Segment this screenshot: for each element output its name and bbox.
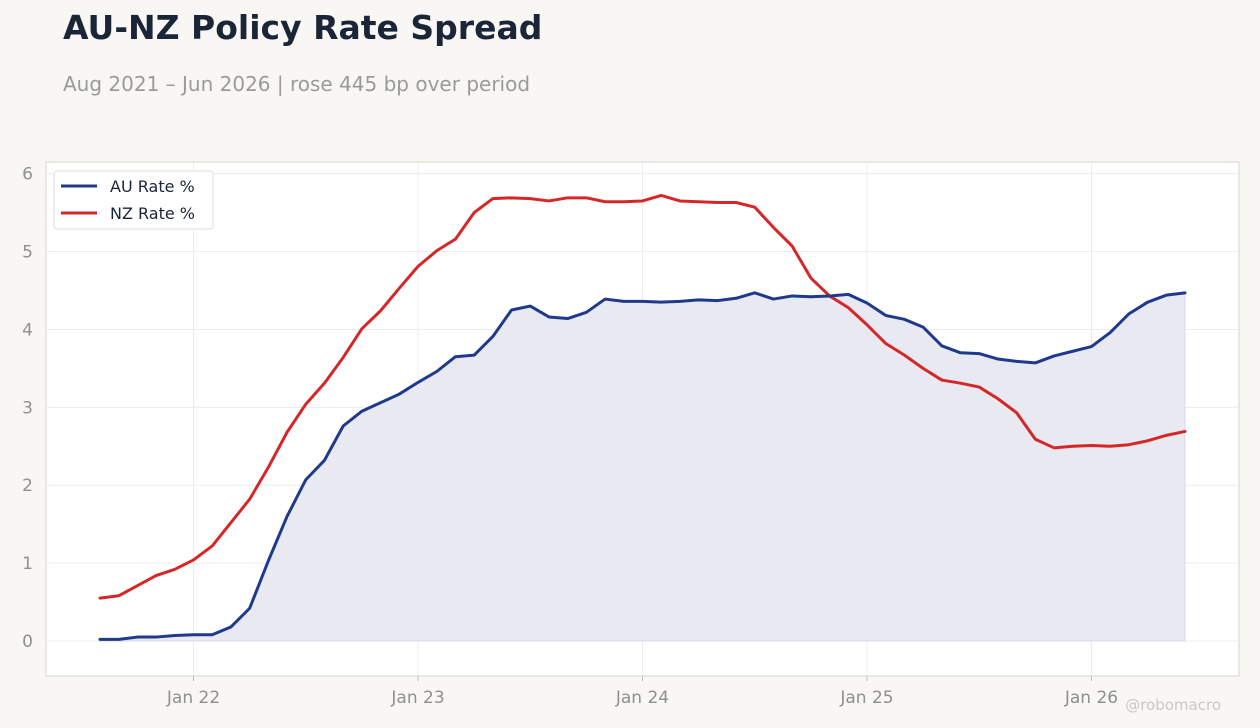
legend-nz-label: NZ Rate % xyxy=(110,204,195,223)
y-tick-label: 3 xyxy=(22,398,33,418)
au-rate-line xyxy=(98,291,1187,641)
chart-subtitle: Aug 2021 – Jun 2026 | rose 445 bp over p… xyxy=(63,72,531,96)
watermark-text: @robomacro xyxy=(1125,696,1221,714)
nz-rate-line xyxy=(98,193,1187,600)
y-tick-label: 0 xyxy=(22,632,33,652)
x-tick-label: Jan 25 xyxy=(839,688,893,708)
y-tick-label: 5 xyxy=(22,243,33,263)
series-lines xyxy=(98,193,1187,642)
y-tick-label: 2 xyxy=(22,476,33,496)
y-tick-label: 4 xyxy=(22,320,33,340)
y-tick-label: 6 xyxy=(22,165,33,185)
axis-labels: 0 1 2 3 4 5 6 Jan 22 Jan 23 Jan 24 Jan 25 Jan 26 xyxy=(22,165,1118,708)
x-tick-label: Jan 22 xyxy=(166,688,220,708)
legend: AU Rate % NZ Rate % xyxy=(53,170,214,230)
y-tick-label: 1 xyxy=(22,554,33,574)
x-tick-label: Jan 24 xyxy=(615,688,669,708)
chart-title: AU-NZ Policy Rate Spread xyxy=(63,8,543,47)
x-tick-label: Jan 23 xyxy=(390,688,444,708)
legend-au-label: AU Rate % xyxy=(110,177,195,196)
x-tick-label: Jan 26 xyxy=(1064,688,1118,708)
